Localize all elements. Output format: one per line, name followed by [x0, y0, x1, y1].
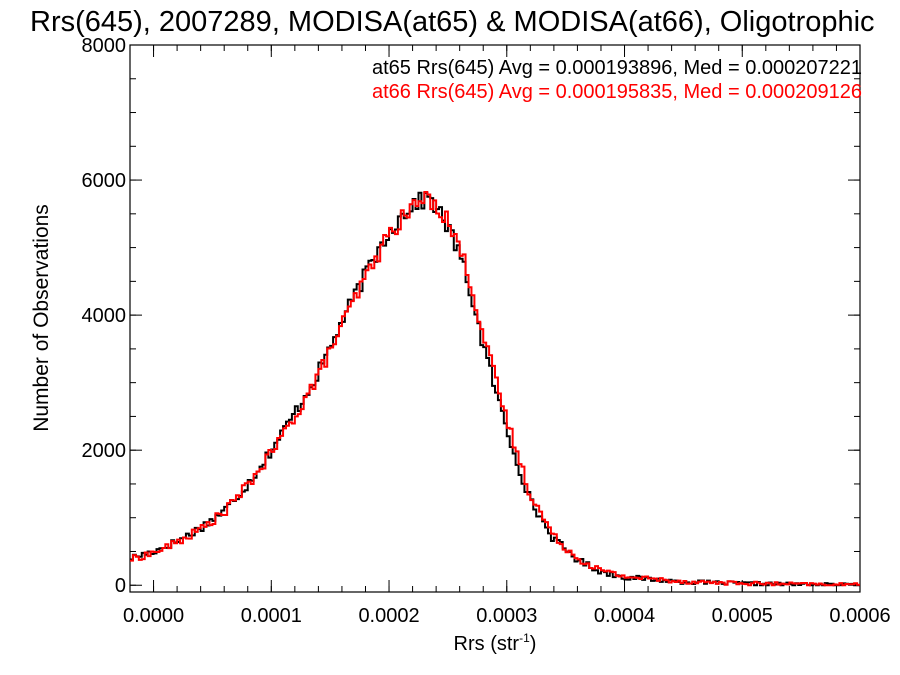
- x-axis-label-sup: -1: [519, 631, 530, 645]
- series-line-at65: [130, 191, 860, 587]
- plot-frame: [129, 44, 861, 593]
- x-axis-label: Rrs (str-1): [454, 631, 537, 655]
- x-tick-label: 0.0002: [358, 605, 419, 627]
- x-tick-label: 0.0006: [829, 605, 890, 627]
- y-tick-label: 2000: [82, 440, 127, 462]
- annotation-at66: at66 Rrs(645) Avg = 0.000195835, Med = 0…: [372, 81, 862, 103]
- y-tick-label: 4000: [82, 305, 127, 327]
- x-tick-label: 0.0001: [241, 605, 302, 627]
- series-line-at66: [130, 190, 860, 587]
- x-tick-label: 0.0003: [476, 605, 537, 627]
- chart-title: Rrs(645), 2007289, MODISA(at65) & MODISA…: [30, 6, 875, 38]
- x-axis-label-main: Rrs (str: [454, 633, 520, 655]
- x-tick-label: 0.0005: [712, 605, 773, 627]
- y-tick-label: 6000: [82, 170, 127, 192]
- y-axis-label: Number of Observations: [30, 204, 53, 432]
- x-axis-label-close: ): [530, 633, 537, 655]
- x-tick-label: 0.0000: [123, 605, 184, 627]
- x-tick-label: 0.0004: [594, 605, 655, 627]
- y-tick-label: 0: [115, 575, 126, 597]
- y-tick-label: 8000: [82, 35, 127, 57]
- annotation-at65: at65 Rrs(645) Avg = 0.000193896, Med = 0…: [372, 57, 862, 79]
